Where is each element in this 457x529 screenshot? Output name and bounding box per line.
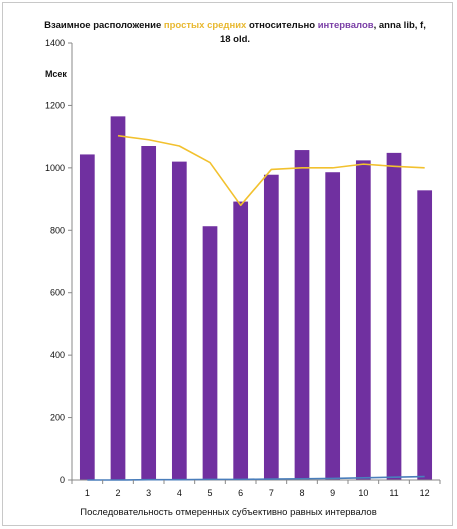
title-part: , anna lib, f, <box>373 20 426 31</box>
x-tick-label: 3 <box>146 488 151 498</box>
bar <box>171 161 187 480</box>
bar <box>386 152 402 481</box>
title-part: относительно <box>246 20 318 31</box>
chart-title: Взаимное расположение простых средних от… <box>40 19 430 47</box>
y-unit-label: Мсек <box>45 69 67 79</box>
x-tick-label: 2 <box>115 488 120 498</box>
x-tick-label: 7 <box>269 488 274 498</box>
x-tick-label: 9 <box>330 488 335 498</box>
y-tick-label: 600 <box>50 288 65 298</box>
title-part: 18 old. <box>219 34 251 45</box>
bar <box>355 160 371 480</box>
bar <box>110 116 126 480</box>
x-axis-label: Последовательность отмеренных субъективн… <box>80 507 377 518</box>
x-tick-label: 5 <box>207 488 212 498</box>
x-tick-label: 1 <box>85 488 90 498</box>
title-part: Взаимное расположение <box>44 20 164 31</box>
y-tick-label: 400 <box>50 350 65 360</box>
x-tick-label: 12 <box>420 488 430 498</box>
x-tick-label: 6 <box>238 488 243 498</box>
title-part-sma: простых средних <box>163 20 247 31</box>
y-tick-label: 800 <box>50 225 65 235</box>
series-line <box>87 475 425 481</box>
x-tick-label: 11 <box>389 488 398 498</box>
bar <box>79 154 95 480</box>
series-line <box>117 134 425 207</box>
y-tick-label: 1000 <box>45 163 65 173</box>
bar <box>141 146 157 480</box>
bar <box>202 226 218 480</box>
y-tick-label: 1200 <box>45 100 65 110</box>
y-tick-label: 200 <box>50 413 65 423</box>
x-tick-label: 4 <box>177 488 182 498</box>
bar <box>325 172 341 480</box>
bar <box>417 190 433 480</box>
x-tick-label: 10 <box>358 488 368 498</box>
bar <box>233 201 249 480</box>
chart-frame <box>2 2 453 526</box>
y-tick-label: 0 <box>60 475 65 485</box>
bar <box>294 150 310 480</box>
bar <box>263 174 279 480</box>
x-tick-label: 8 <box>299 488 304 498</box>
y-tick-label: 1400 <box>45 38 65 48</box>
title-part-intervals: интервалов <box>317 20 374 31</box>
